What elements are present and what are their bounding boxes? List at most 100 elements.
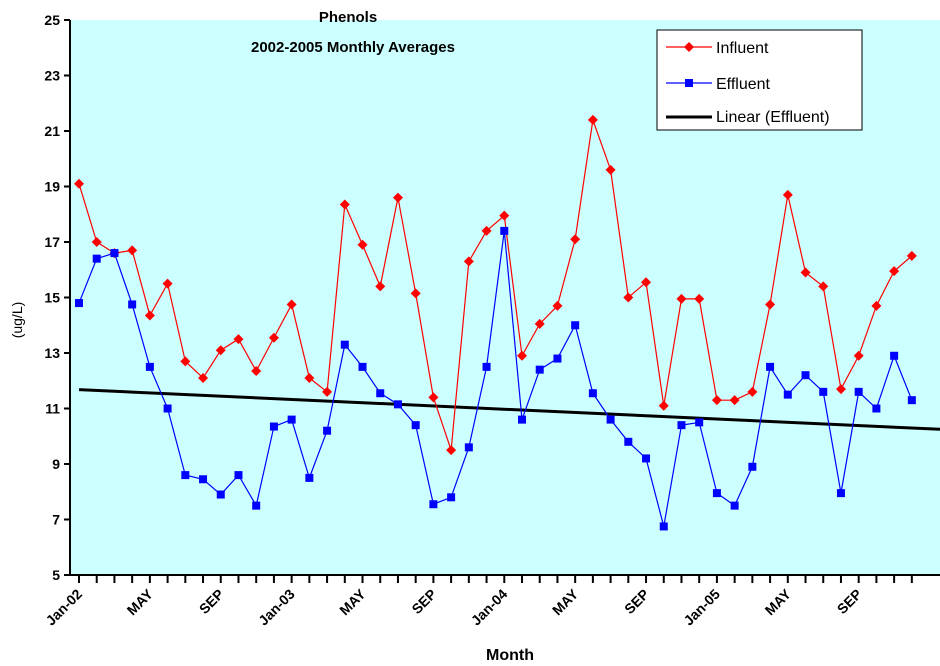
- point-influent: [499, 210, 510, 221]
- y-tick-label: 17: [44, 234, 60, 250]
- point-influent: [91, 237, 102, 247]
- point-influent: [215, 345, 226, 356]
- point-effluent: [553, 354, 562, 363]
- point-effluent: [907, 396, 916, 405]
- point-effluent: [836, 489, 845, 498]
- point-effluent: [677, 421, 686, 430]
- point-influent: [552, 300, 563, 311]
- y-tick-label: 13: [44, 345, 60, 361]
- point-influent: [534, 318, 545, 329]
- chart-title-line1: Phenols: [319, 9, 377, 26]
- point-effluent: [748, 462, 757, 471]
- point-effluent: [411, 421, 420, 430]
- point-effluent: [340, 340, 349, 349]
- point-effluent: [145, 362, 154, 371]
- x-tick-label: SEP: [621, 586, 652, 617]
- x-tick-label: MAY: [336, 585, 369, 618]
- point-influent: [729, 395, 740, 406]
- x-tick-label: SEP: [196, 586, 227, 617]
- point-influent: [446, 445, 457, 456]
- y-tick-label: 9: [52, 456, 60, 472]
- point-influent: [375, 281, 386, 292]
- point-influent: [233, 334, 244, 345]
- point-effluent: [872, 404, 881, 413]
- y-tick-label: 5: [52, 567, 60, 583]
- point-effluent: [588, 389, 597, 398]
- point-influent: [392, 192, 403, 203]
- point-influent: [357, 239, 368, 250]
- point-effluent: [447, 493, 456, 502]
- point-effluent: [642, 454, 651, 463]
- point-effluent: [695, 418, 704, 427]
- point-influent: [623, 292, 634, 303]
- point-influent: [570, 234, 581, 245]
- point-influent: [322, 386, 333, 397]
- x-tick-label: Jan-05: [680, 586, 723, 629]
- y-tick-label: 23: [44, 68, 60, 84]
- chart-title-line2: 2002-2005 Monthly Averages: [251, 39, 455, 56]
- legend-trend-label: Linear (Effluent): [716, 109, 830, 126]
- point-effluent: [766, 362, 775, 371]
- point-influent: [304, 372, 315, 383]
- point-effluent: [287, 415, 296, 424]
- point-effluent: [730, 501, 739, 510]
- point-effluent: [606, 415, 615, 424]
- point-influent: [605, 164, 616, 175]
- point-effluent: [216, 490, 225, 499]
- y-tick-label: 15: [44, 290, 60, 306]
- point-influent: [765, 299, 776, 310]
- point-effluent: [128, 300, 137, 309]
- point-influent: [641, 277, 652, 288]
- point-effluent: [518, 415, 526, 424]
- point-influent: [782, 189, 793, 200]
- legend-effluent-marker: [685, 79, 693, 87]
- trend-line-effluent: [78, 388, 940, 431]
- point-effluent: [92, 254, 101, 263]
- y-tick-label: 25: [44, 12, 60, 28]
- point-effluent: [482, 362, 491, 371]
- point-effluent: [535, 365, 544, 374]
- x-tick-label: MAY: [549, 585, 582, 618]
- series-line-influent: [78, 119, 913, 451]
- point-influent: [428, 392, 439, 403]
- point-influent: [747, 386, 758, 397]
- point-effluent: [199, 475, 208, 484]
- point-influent: [127, 245, 138, 256]
- point-influent: [286, 299, 297, 310]
- y-tick-label: 11: [45, 401, 60, 417]
- point-influent: [198, 372, 209, 383]
- point-influent: [251, 366, 262, 377]
- point-effluent: [429, 500, 438, 509]
- point-influent: [889, 266, 900, 277]
- y-axis-label: (ug/L): [9, 302, 25, 339]
- point-influent: [339, 199, 350, 210]
- point-effluent: [393, 400, 402, 409]
- point-influent: [162, 278, 173, 289]
- point-influent: [517, 350, 527, 361]
- legend: Influent Effluent Linear (Effluent): [656, 29, 863, 131]
- x-tick-label: Jan-04: [468, 586, 511, 629]
- trend-layer: [78, 388, 940, 431]
- point-effluent: [464, 443, 473, 452]
- legend-effluent-label: Effluent: [716, 76, 771, 93]
- point-effluent: [819, 387, 828, 396]
- point-influent: [818, 281, 829, 292]
- point-influent: [410, 288, 421, 299]
- point-influent: [144, 310, 155, 321]
- point-influent: [906, 250, 917, 261]
- point-effluent: [305, 473, 314, 482]
- point-influent: [800, 267, 811, 278]
- y-tick-label: 7: [52, 512, 60, 528]
- point-influent: [268, 332, 279, 343]
- point-effluent: [712, 489, 721, 498]
- point-influent: [587, 114, 598, 125]
- point-influent: [835, 384, 846, 395]
- point-influent: [74, 178, 84, 189]
- x-tick-label: Jan-03: [255, 586, 298, 629]
- x-tick-label: SEP: [834, 586, 865, 617]
- x-tick-label: MAY: [124, 585, 157, 618]
- point-influent: [658, 400, 669, 411]
- point-influent: [871, 300, 882, 311]
- point-effluent: [110, 249, 119, 258]
